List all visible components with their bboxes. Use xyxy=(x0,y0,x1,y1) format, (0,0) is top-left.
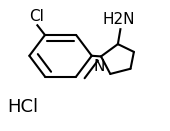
Text: Cl: Cl xyxy=(29,9,44,24)
Text: N: N xyxy=(94,59,105,74)
Text: HCl: HCl xyxy=(7,98,38,116)
Text: H2N: H2N xyxy=(103,12,135,27)
